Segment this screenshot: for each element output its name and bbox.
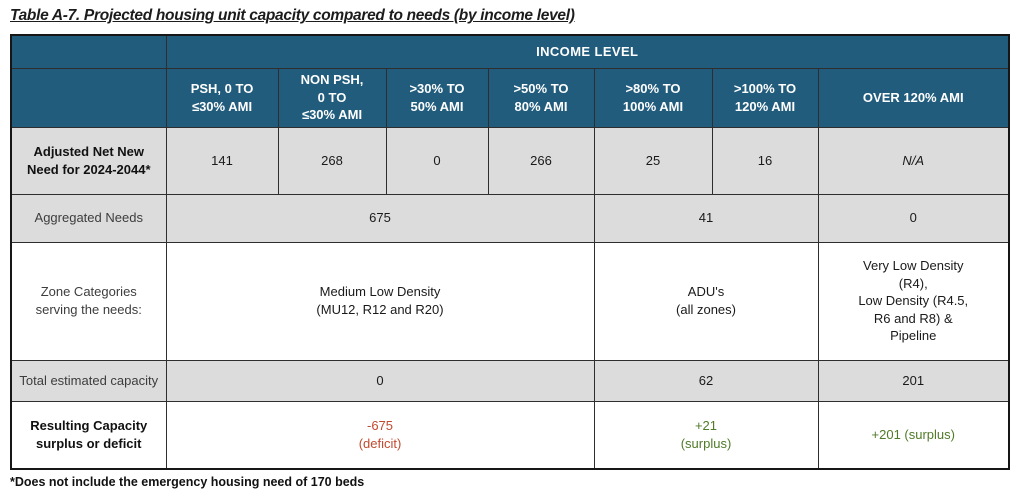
cell-aggregated-low-income: 675 bbox=[165, 193, 595, 243]
income-level-row: INCOME LEVEL bbox=[10, 34, 1010, 69]
row-total-capacity: Total estimated capacity 0 62 201 bbox=[10, 359, 1010, 402]
table-footnote: *Does not include the emergency housing … bbox=[10, 475, 365, 489]
row-zone-categories: Zone Categories serving the needs: Mediu… bbox=[10, 241, 1010, 361]
cell-result-deficit: -675 (deficit) bbox=[165, 400, 595, 470]
cell-adjusted-30-50: 0 bbox=[385, 126, 489, 195]
row-label-resulting: Resulting Capacity surplus or deficit bbox=[10, 400, 167, 470]
cell-zones-over-120: Very Low Density (R4), Low Density (R4.5… bbox=[817, 241, 1010, 361]
cell-adjusted-over-120: N/A bbox=[817, 126, 1010, 195]
row-label-aggregated-needs: Aggregated Needs bbox=[10, 193, 167, 243]
income-level-header: INCOME LEVEL bbox=[165, 34, 1010, 69]
cell-adjusted-nonpsh: 268 bbox=[277, 126, 387, 195]
row-label-total-capacity: Total estimated capacity bbox=[10, 359, 167, 402]
col-header-80-100: >80% TO 100% AMI bbox=[593, 67, 713, 128]
column-header-row: PSH, 0 TO ≤30% AMI NON PSH, 0 TO ≤30% AM… bbox=[10, 67, 1010, 128]
row-aggregated-needs: Aggregated Needs 675 41 0 bbox=[10, 193, 1010, 243]
col-header-100-120: >100% TO 120% AMI bbox=[711, 67, 819, 128]
col-header-nonpsh-0-30: NON PSH, 0 TO ≤30% AMI bbox=[277, 67, 387, 128]
capacity-table: INCOME LEVEL PSH, 0 TO ≤30% AMI NON PSH,… bbox=[10, 34, 1010, 470]
cell-result-surplus-mid: +21 (surplus) bbox=[593, 400, 819, 470]
cell-zones-mid-income: ADU's (all zones) bbox=[593, 241, 819, 361]
corner-cell-bottom bbox=[10, 67, 167, 128]
corner-cell-top bbox=[10, 34, 167, 69]
cell-zones-low-income: Medium Low Density (MU12, R12 and R20) bbox=[165, 241, 595, 361]
row-label-adjusted-net-need: Adjusted Net New Need for 2024-2044* bbox=[10, 126, 167, 195]
table-title: Table A-7. Projected housing unit capaci… bbox=[10, 7, 575, 24]
cell-adjusted-50-80: 266 bbox=[487, 126, 595, 195]
cell-capacity-low-income: 0 bbox=[165, 359, 595, 402]
cell-result-surplus-over-120: +201 (surplus) bbox=[817, 400, 1010, 470]
col-header-30-50: >30% TO 50% AMI bbox=[385, 67, 489, 128]
cell-adjusted-100-120: 16 bbox=[711, 126, 819, 195]
row-label-zone-categories: Zone Categories serving the needs: bbox=[10, 241, 167, 361]
cell-capacity-mid-income: 62 bbox=[593, 359, 819, 402]
row-adjusted-net-need: Adjusted Net New Need for 2024-2044* 141… bbox=[10, 126, 1010, 195]
document-page: Table A-7. Projected housing unit capaci… bbox=[0, 7, 1024, 504]
cell-aggregated-mid-income: 41 bbox=[593, 193, 819, 243]
cell-adjusted-80-100: 25 bbox=[593, 126, 713, 195]
col-header-50-80: >50% TO 80% AMI bbox=[487, 67, 595, 128]
col-header-psh-0-30: PSH, 0 TO ≤30% AMI bbox=[165, 67, 279, 128]
cell-aggregated-over-120: 0 bbox=[817, 193, 1010, 243]
cell-capacity-over-120: 201 bbox=[817, 359, 1010, 402]
col-header-over-120: OVER 120% AMI bbox=[817, 67, 1010, 128]
cell-adjusted-psh: 141 bbox=[165, 126, 279, 195]
row-resulting-surplus-deficit: Resulting Capacity surplus or deficit -6… bbox=[10, 400, 1010, 470]
